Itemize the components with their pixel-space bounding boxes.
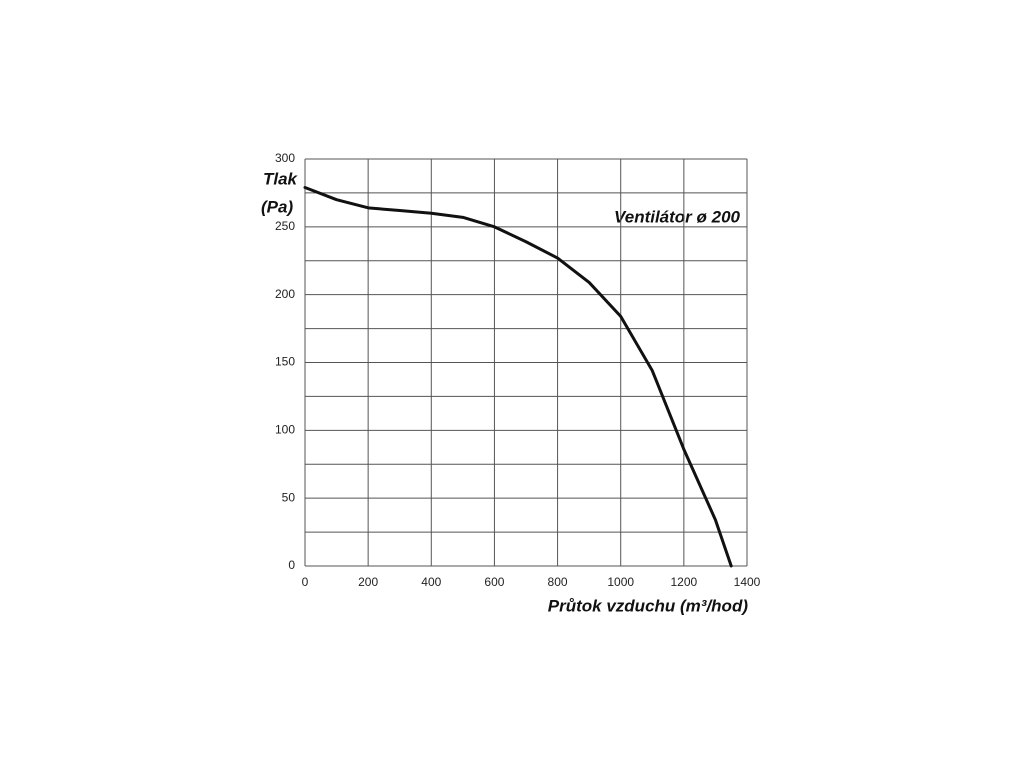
x-tick-label: 0: [302, 575, 309, 589]
x-tick-label: 200: [358, 575, 378, 589]
line-series: [303, 185, 733, 568]
y-tick-label: 300: [275, 151, 295, 165]
y-tick-label: 150: [275, 355, 295, 369]
y-axis-label: Tlak: [263, 169, 299, 188]
y-tick-label: 250: [275, 219, 295, 233]
y-tick-label: 100: [275, 423, 295, 437]
x-tick-label: 400: [421, 575, 441, 589]
x-tick-label: 1000: [607, 575, 634, 589]
y-tick-label: 200: [275, 287, 295, 301]
y-axis-label: (Pa): [261, 197, 293, 216]
y-tick-label: 0: [288, 558, 295, 572]
chart-title: Ventilátor ø 200: [614, 207, 741, 226]
x-tick-label: 800: [548, 575, 568, 589]
x-tick-label: 1200: [671, 575, 698, 589]
x-tick-label: 1400: [734, 575, 761, 589]
x-axis-label: Průtok vzduchu (m³/hod): [548, 596, 749, 615]
x-tick-label: 600: [484, 575, 504, 589]
y-tick-label: 50: [282, 490, 296, 504]
